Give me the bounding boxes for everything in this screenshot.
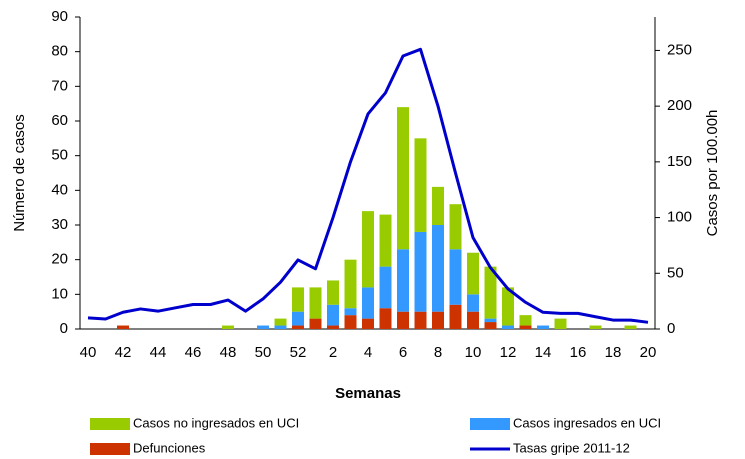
y-tick-label: 20 — [51, 251, 68, 268]
bar — [344, 308, 357, 316]
bar — [344, 315, 357, 329]
bar — [327, 304, 339, 326]
bar — [432, 186, 444, 225]
y-tick-label: 50 — [51, 147, 68, 164]
bar — [309, 318, 322, 329]
legend-swatch — [90, 443, 130, 455]
x-tick-label: 42 — [115, 344, 132, 361]
x-tick-label: 4 — [364, 344, 372, 361]
y2-tick-label: 0 — [667, 320, 675, 337]
y-tick-label: 0 — [60, 320, 68, 337]
y2-tick-label: 250 — [667, 41, 692, 58]
bar — [327, 280, 339, 305]
bar — [432, 311, 444, 329]
x-tick-label: 52 — [290, 344, 307, 361]
bar — [274, 318, 287, 326]
x-tick-label: 50 — [255, 344, 272, 361]
bar — [449, 249, 462, 305]
bar — [292, 287, 304, 312]
y2-tick-label: 50 — [667, 264, 684, 281]
y-tick-label: 30 — [51, 216, 68, 233]
x-tick-label: 14 — [535, 344, 552, 361]
bar — [292, 325, 304, 329]
x-tick-label: 46 — [185, 344, 202, 361]
bar — [362, 287, 374, 319]
y-tick-label: 80 — [51, 43, 68, 60]
bar — [327, 325, 339, 329]
bar — [397, 249, 409, 312]
x-tick-label: 6 — [399, 344, 407, 361]
bar — [397, 311, 409, 329]
bar — [362, 318, 374, 329]
legend-label: Tasas gripe 2011-12 — [513, 440, 630, 455]
y-axis-title: Número de casos — [11, 114, 28, 232]
bar — [467, 311, 479, 329]
x-tick-label: 48 — [220, 344, 237, 361]
x-tick-label: 16 — [570, 344, 587, 361]
bar — [554, 318, 567, 329]
y-tick-label: 70 — [51, 77, 68, 94]
bar — [519, 315, 532, 326]
legend-swatch — [470, 418, 510, 430]
x-tick-label: 8 — [434, 344, 442, 361]
bar — [222, 325, 234, 329]
x-tick-label: 44 — [150, 344, 167, 361]
x-tick-label: 40 — [80, 344, 97, 361]
bar — [414, 231, 427, 312]
bar — [414, 138, 427, 232]
bar — [449, 304, 462, 329]
bar — [589, 325, 602, 329]
x-tick-label: 2 — [329, 344, 337, 361]
bar — [379, 266, 392, 309]
x-tick-label: 12 — [500, 344, 517, 361]
bar — [362, 211, 374, 288]
y-tick-label: 60 — [51, 112, 68, 129]
bar — [257, 325, 269, 329]
legend-label: Casos ingresados en UCI — [513, 415, 661, 430]
y2-axis-title: Casos por 100.00h — [704, 110, 721, 237]
legend-label: Defunciones — [133, 440, 206, 455]
bar — [274, 325, 287, 329]
bar — [624, 325, 637, 329]
bar — [379, 308, 392, 329]
bar — [502, 325, 514, 329]
bar — [502, 287, 514, 326]
bar — [484, 266, 497, 319]
legend-label: Casos no ingresados en UCI — [133, 415, 299, 430]
y-tick-label: 40 — [51, 181, 68, 198]
bar — [292, 311, 304, 326]
legend-swatch — [90, 418, 130, 430]
bar — [397, 107, 409, 250]
bar — [484, 318, 497, 323]
line — [87, 47, 649, 324]
bar — [379, 214, 392, 267]
bar — [449, 204, 462, 250]
x-tick-label: 18 — [605, 344, 622, 361]
bar — [117, 325, 129, 329]
y-tick-label: 90 — [51, 8, 68, 25]
bar — [467, 294, 479, 312]
y2-tick-label: 200 — [667, 97, 692, 114]
x-tick-label: 20 — [640, 344, 657, 361]
x-tick-label: 10 — [465, 344, 482, 361]
y-tick-label: 10 — [51, 285, 68, 302]
bar — [432, 225, 444, 312]
y2-tick-label: 150 — [667, 153, 692, 170]
bar — [519, 325, 532, 329]
bar — [467, 252, 479, 295]
bar — [484, 322, 497, 329]
x-axis-title: Semanas — [335, 385, 401, 402]
bar — [344, 259, 357, 309]
bar — [537, 325, 549, 329]
bar — [309, 287, 322, 319]
y2-tick-label: 100 — [667, 209, 692, 226]
bar — [414, 311, 427, 329]
